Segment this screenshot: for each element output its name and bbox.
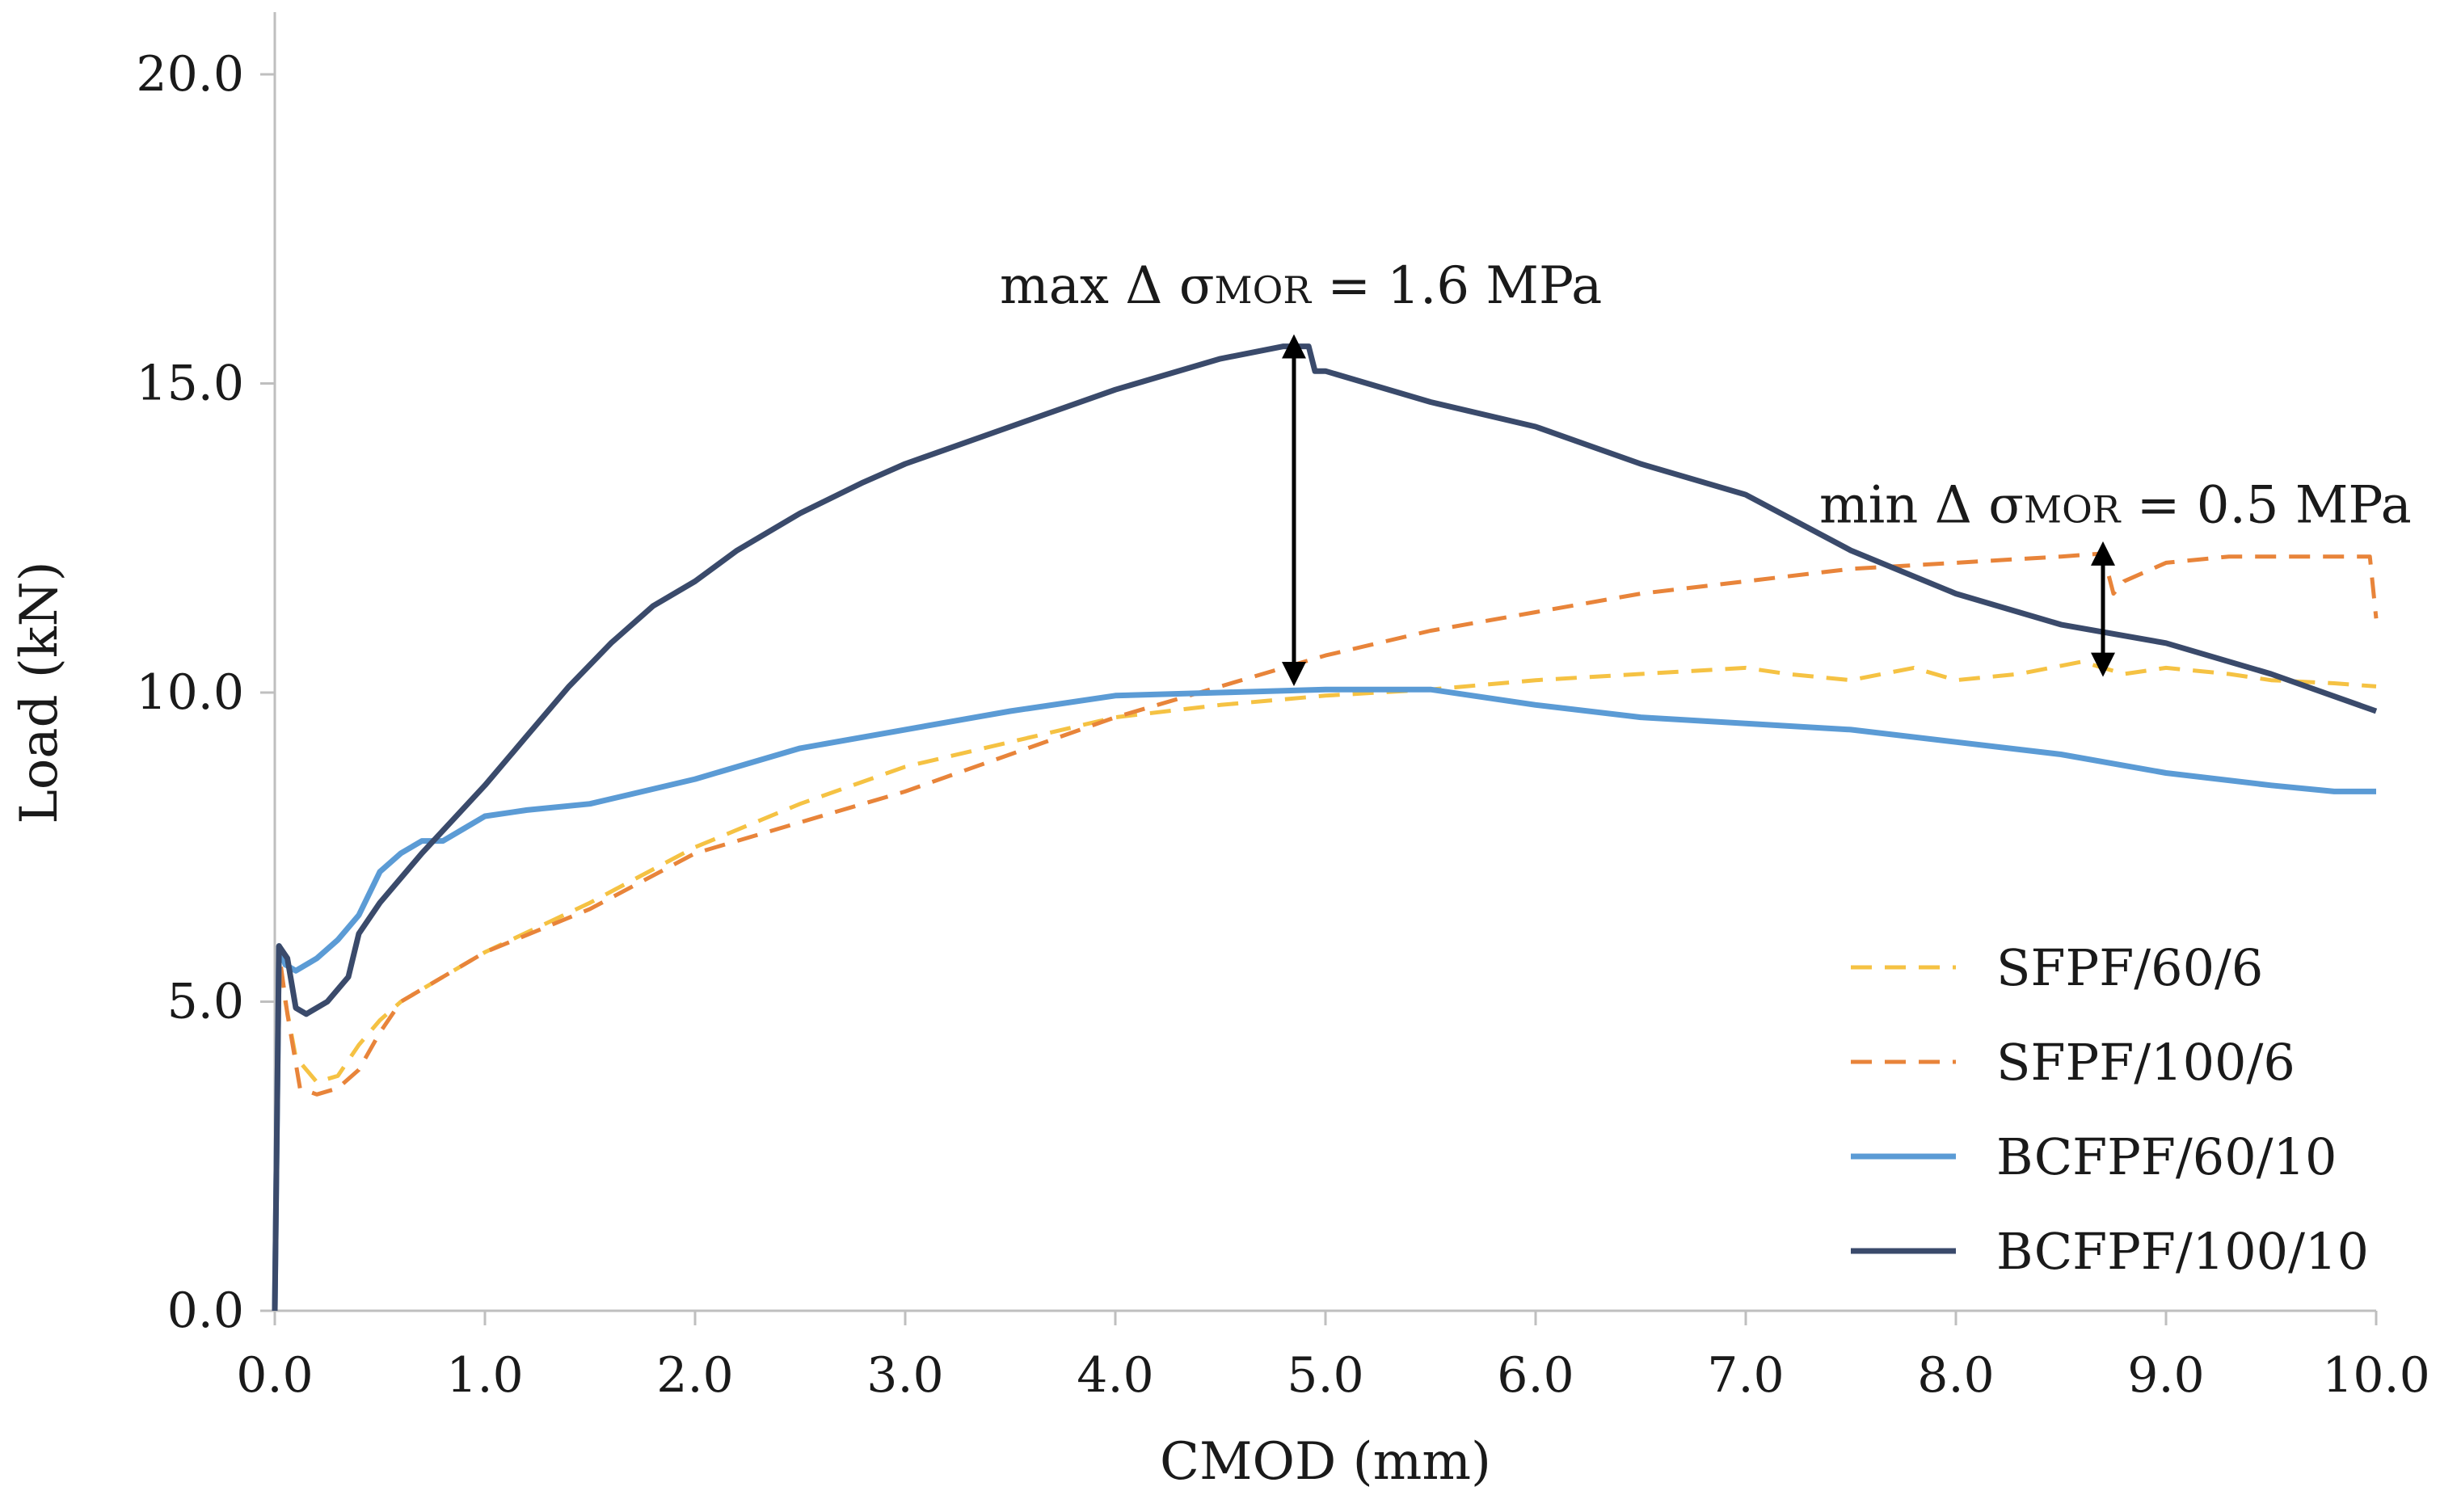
y-axis-title: Load (kN) <box>10 561 70 823</box>
legend-label: SFPF/100/6 <box>1996 1033 2295 1092</box>
x-tick-label: 0.0 <box>236 1347 313 1404</box>
x-tick-label: 1.0 <box>446 1347 523 1404</box>
x-tick-label: 2.0 <box>656 1347 733 1404</box>
y-tick-labels: 0.0 5.0 10.0 15.0 20.0 <box>136 46 275 1339</box>
y-tick-label: 15.0 <box>136 356 244 412</box>
annotation-subscript: MOR <box>2024 488 2122 532</box>
x-axis-title: CMOD (mm) <box>1160 1432 1491 1492</box>
annotation-value: = 0.5 MPa <box>2120 476 2411 536</box>
x-tick-label: 10.0 <box>2322 1347 2430 1404</box>
x-tick-labels: 0.0 1.0 2.0 3.0 4.0 5.0 6.0 7.0 8.0 9.0 10.0 <box>236 1311 2430 1404</box>
x-tick-label: 5.0 <box>1287 1347 1363 1404</box>
series-line-bcfpf-60-10 <box>272 686 2376 1312</box>
series-line-bcfpf-100-10 <box>272 343 2378 1312</box>
x-tick-label: 7.0 <box>1707 1347 1784 1404</box>
annotation-label: max Δ σMOR = 1.6 MPa <box>1000 256 1602 316</box>
legend-label: BCFPF/100/10 <box>1996 1222 2369 1281</box>
annotation-label: min Δ σMOR = 0.5 MPa <box>1819 476 2412 536</box>
annotation-text: min Δ σ <box>1819 476 2024 536</box>
y-tick-label: 10.0 <box>136 664 244 721</box>
y-tick-label: 0.0 <box>167 1282 244 1339</box>
x-tick-label: 8.0 <box>1917 1347 1994 1404</box>
x-tick-label: 4.0 <box>1077 1347 1153 1404</box>
x-tick-label: 3.0 <box>866 1347 943 1404</box>
x-tick-label: 9.0 <box>2127 1347 2204 1404</box>
annotation-text: max Δ σ <box>1000 256 1215 316</box>
y-tick-label: 5.0 <box>167 974 244 1030</box>
legend-label: SFPF/60/6 <box>1996 938 2263 997</box>
annotation-subscript: MOR <box>1215 268 1313 312</box>
x-tick-label: 6.0 <box>1497 1347 1574 1404</box>
annotation-value: = 1.6 MPa <box>1311 256 1602 316</box>
legend-label: BCFPF/60/10 <box>1996 1127 2337 1186</box>
y-tick-label: 20.0 <box>136 46 244 103</box>
legend: SFPF/60/6 SFPF/100/6 BCFPF/60/10 BCFPF/100/… <box>1851 938 2369 1281</box>
series-line-sfpf-100-6 <box>272 551 2379 1312</box>
